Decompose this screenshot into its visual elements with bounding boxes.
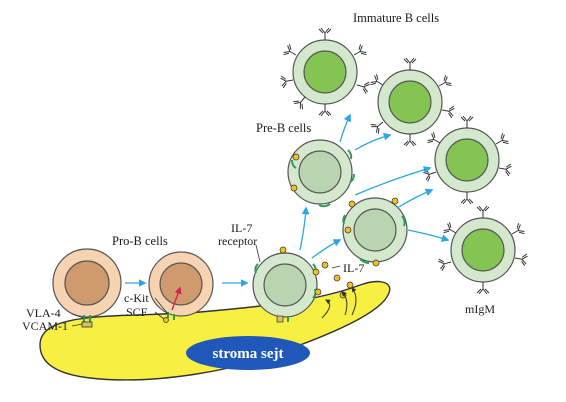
pre-b-cell-middle <box>342 197 408 267</box>
pro-b-cells-title: Pro-B cells <box>112 234 168 248</box>
il7-receptor-label-line1: IL-7 <box>231 221 252 235</box>
vcam1-label: VCAM-1 <box>22 319 68 333</box>
il7-label: IL-7 <box>343 261 364 275</box>
pro-b-cell-2 <box>148 251 214 323</box>
label-pointers <box>71 244 341 327</box>
immature-b-cell-1 <box>279 27 371 117</box>
immature-b-cell-4 <box>437 205 529 295</box>
migm-label: mIgM <box>465 302 495 316</box>
ckit-signal-arrow <box>171 286 182 311</box>
progression-arrows <box>125 113 450 287</box>
il7-receptor-mark <box>254 263 259 274</box>
ckit-label: c-Kit <box>124 291 149 305</box>
il7-cytokines <box>321 261 357 319</box>
immature-b-cell-2 <box>369 57 456 147</box>
pre-b-cell-upper <box>287 139 355 208</box>
vla4-label: VLA-4 <box>26 306 61 320</box>
ckit-receptor <box>167 312 175 320</box>
scf-label: SCF <box>126 305 148 319</box>
vcam1-ligand <box>81 321 93 328</box>
stroma-label: stroma sejt <box>213 346 284 362</box>
pre-b-cell-il7 <box>252 246 322 323</box>
pro-b-cell-1 <box>52 248 122 328</box>
il7-receptor-label-line2: receptor <box>218 234 257 248</box>
vla4-receptor <box>82 315 92 322</box>
immature-b-cell-3 <box>422 115 513 205</box>
immature-b-cells-title: Immature B cells <box>353 11 439 25</box>
pre-b-cells-title: Pre-B cells <box>256 121 311 135</box>
stroma-label-badge <box>186 336 310 370</box>
scf-ligand <box>163 317 169 323</box>
